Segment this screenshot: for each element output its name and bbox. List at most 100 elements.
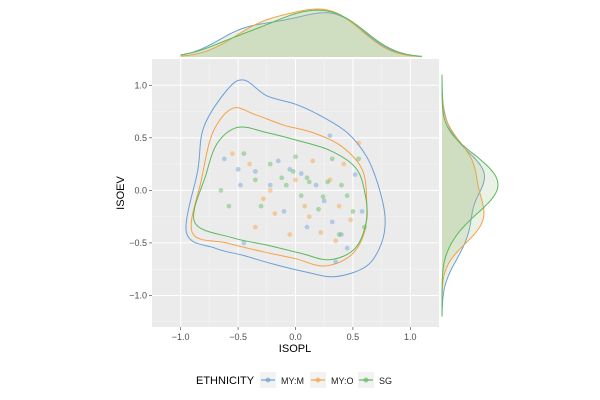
legend-title: ETHNICITY <box>196 375 255 387</box>
x-axis-ticks: −1.0 −0.5 0.0 0.5 1.0 <box>172 327 417 342</box>
scatter-points <box>218 133 367 265</box>
x-tick-label: 1.0 <box>404 332 417 342</box>
point-my-m <box>237 182 243 188</box>
point-sg <box>320 194 326 200</box>
point-my-o <box>333 238 339 244</box>
legend-entries: MY:M MY:O SG <box>260 372 392 388</box>
x-tick-label: −0.5 <box>229 332 247 342</box>
point-my-o <box>306 214 312 220</box>
x-tick-label: −1.0 <box>172 332 190 342</box>
point-my-o <box>310 158 316 164</box>
point-my-o <box>356 140 362 146</box>
legend-label: MY:M <box>281 376 304 386</box>
point-sg <box>267 161 273 167</box>
top-density-fill <box>180 9 422 57</box>
point-my-o <box>318 230 324 235</box>
x-axis-title: ISOPL <box>279 343 311 355</box>
legend-label: MY:O <box>331 376 354 386</box>
point-my-m <box>281 208 287 214</box>
point-sg <box>279 175 285 181</box>
point-my-m <box>221 156 227 162</box>
right-density-my-o <box>441 74 485 317</box>
point-my-m <box>339 232 344 237</box>
top-density-my-o <box>180 8 422 58</box>
point-my-m <box>359 208 365 214</box>
legend-key-point <box>363 377 369 383</box>
top-density-sg <box>180 9 422 57</box>
y-tick-label: −1.0 <box>129 290 147 300</box>
point-sg <box>298 193 304 199</box>
top-density-fill <box>180 10 422 58</box>
legend-key-point <box>315 377 321 383</box>
contour-my-o <box>190 107 368 267</box>
point-my-o <box>260 196 266 202</box>
point-my-m <box>275 158 281 164</box>
point-sg <box>290 169 296 174</box>
point-sg <box>336 232 342 237</box>
y-tick-label: 1.0 <box>134 80 147 90</box>
point-my-m <box>235 166 241 172</box>
point-sg <box>218 187 224 193</box>
point-my-m <box>321 198 327 204</box>
point-my-o <box>229 151 235 156</box>
y-tick-label: −0.5 <box>129 238 147 248</box>
right-density-sg <box>441 74 499 317</box>
top-density-my-m <box>180 12 422 57</box>
point-sg <box>293 154 298 160</box>
point-my-o <box>302 203 308 209</box>
y-axis-title: ISOEV <box>115 176 127 210</box>
point-my-m <box>304 224 310 230</box>
point-sg <box>283 182 289 188</box>
point-sg <box>316 206 321 212</box>
point-my-o <box>247 161 252 167</box>
point-sg <box>339 182 344 188</box>
point-my-o <box>252 224 258 230</box>
right-marginal-density <box>441 74 499 317</box>
legend-key-point <box>265 377 271 383</box>
point-my-o <box>336 203 342 209</box>
y-axis-ticks: −1.0 −0.5 0.0 0.5 1.0 <box>129 80 152 300</box>
point-sg <box>325 179 331 185</box>
point-my-o <box>341 161 347 167</box>
contour-sg <box>193 126 368 261</box>
legend-label: SG <box>379 376 392 386</box>
point-sg <box>306 179 312 185</box>
point-my-o <box>348 217 354 223</box>
point-my-m <box>333 259 339 265</box>
point-my-m <box>267 182 273 188</box>
point-my-m <box>344 245 350 251</box>
point-my-o <box>293 177 298 183</box>
point-my-m <box>252 169 258 174</box>
point-sg <box>258 203 264 209</box>
legend-entry-sg: SG <box>358 372 392 388</box>
point-sg <box>356 156 362 162</box>
point-sg <box>241 151 247 156</box>
y-tick-label: 0.5 <box>134 133 147 143</box>
point-my-m <box>298 171 304 176</box>
point-my-m <box>327 133 333 139</box>
x-tick-label: 0.5 <box>347 332 360 342</box>
point-my-o <box>267 187 273 193</box>
top-marginal-density <box>180 8 422 58</box>
point-my-m <box>241 240 247 246</box>
y-tick-label: 0.0 <box>134 185 147 195</box>
point-my-m <box>287 166 293 172</box>
contour-my-m <box>185 79 386 278</box>
legend: ETHNICITY MY:M MY:O SG <box>196 372 392 388</box>
top-density-fill <box>180 12 422 57</box>
legend-entry-my-o: MY:O <box>310 372 354 388</box>
density-contours <box>185 79 386 278</box>
point-my-o <box>287 232 293 237</box>
point-sg <box>226 203 232 209</box>
point-sg <box>329 156 335 162</box>
point-my-m <box>352 172 358 178</box>
right-density-fill <box>442 74 498 317</box>
point-sg <box>350 208 356 214</box>
point-my-m <box>313 182 319 188</box>
point-my-m <box>329 219 335 225</box>
point-my-o <box>272 211 278 216</box>
point-sg <box>361 224 367 230</box>
point-sg <box>344 193 350 199</box>
x-tick-label: 0.0 <box>289 332 302 342</box>
